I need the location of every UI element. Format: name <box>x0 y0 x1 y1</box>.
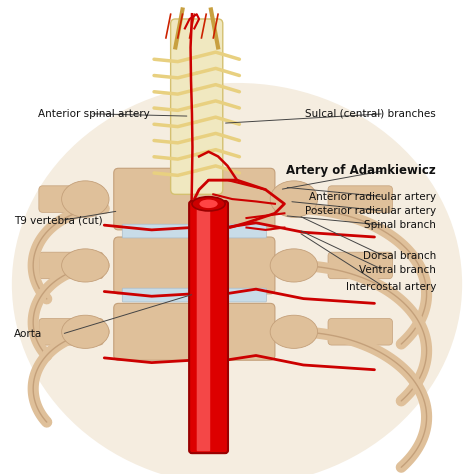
Ellipse shape <box>192 197 225 211</box>
FancyBboxPatch shape <box>39 319 103 345</box>
FancyBboxPatch shape <box>197 203 210 451</box>
Text: Anterior radicular artery: Anterior radicular artery <box>309 191 436 202</box>
Ellipse shape <box>62 315 109 348</box>
FancyBboxPatch shape <box>122 224 266 238</box>
Text: Dorsal branch: Dorsal branch <box>363 251 436 261</box>
Text: T9 vertebra (cut): T9 vertebra (cut) <box>14 215 103 226</box>
FancyBboxPatch shape <box>328 252 392 279</box>
Ellipse shape <box>12 83 462 474</box>
Text: Anterior spinal artery: Anterior spinal artery <box>38 109 150 119</box>
Ellipse shape <box>270 249 318 282</box>
Text: Sulcal (central) branches: Sulcal (central) branches <box>305 109 436 119</box>
Ellipse shape <box>270 181 318 218</box>
Ellipse shape <box>62 181 109 218</box>
FancyBboxPatch shape <box>39 252 103 279</box>
Ellipse shape <box>200 200 218 208</box>
FancyBboxPatch shape <box>328 319 392 345</box>
Text: Intercostal artery: Intercostal artery <box>346 282 436 292</box>
FancyBboxPatch shape <box>114 237 275 294</box>
Text: Spinal branch: Spinal branch <box>364 220 436 230</box>
Ellipse shape <box>62 249 109 282</box>
FancyBboxPatch shape <box>328 186 392 212</box>
FancyBboxPatch shape <box>114 303 275 360</box>
FancyBboxPatch shape <box>189 201 228 453</box>
Text: Posterior radicular artery: Posterior radicular artery <box>305 206 436 216</box>
Ellipse shape <box>270 315 318 348</box>
Text: Ventral branch: Ventral branch <box>359 265 436 275</box>
FancyBboxPatch shape <box>122 288 266 302</box>
Text: Artery of Adamkiewicz: Artery of Adamkiewicz <box>286 164 436 177</box>
Text: Aorta: Aorta <box>14 329 43 339</box>
FancyBboxPatch shape <box>114 168 275 230</box>
FancyBboxPatch shape <box>39 186 103 212</box>
FancyBboxPatch shape <box>171 19 223 194</box>
